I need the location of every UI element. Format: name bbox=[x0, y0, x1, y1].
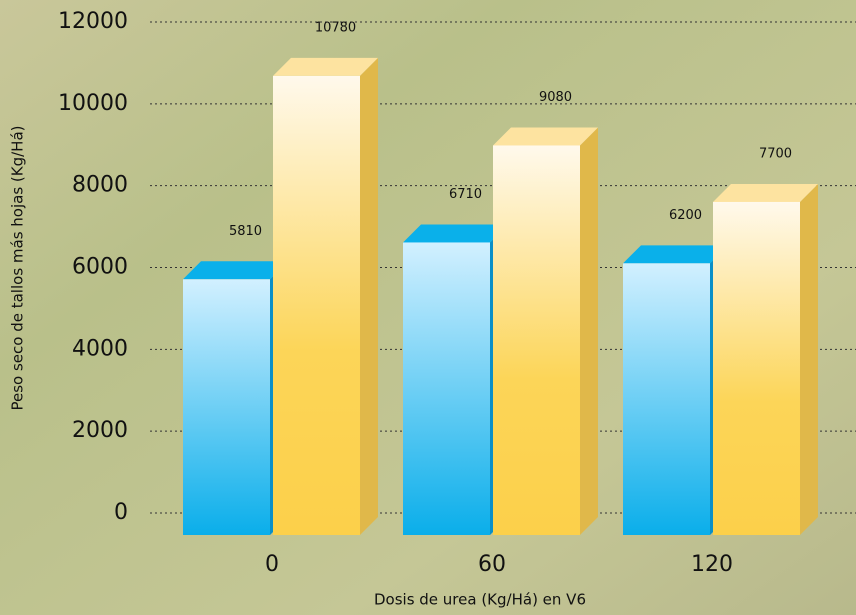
bar-face bbox=[623, 263, 710, 535]
bar-face bbox=[360, 57, 378, 535]
bar-face bbox=[580, 127, 598, 535]
x-tick-label: 60 bbox=[478, 552, 506, 577]
bar-face bbox=[183, 279, 270, 535]
bar bbox=[183, 261, 288, 535]
y-tick-label: 10000 bbox=[58, 91, 128, 116]
bar-face bbox=[493, 127, 598, 146]
bar bbox=[493, 127, 598, 535]
bar-face bbox=[273, 75, 360, 535]
y-axis-title: Peso seco de tallos más hojas (Kg/Há) bbox=[9, 125, 27, 410]
bar bbox=[273, 57, 378, 535]
y-tick-label: 12000 bbox=[58, 9, 128, 34]
value-label: 6200 bbox=[669, 208, 702, 223]
x-tick-label: 0 bbox=[265, 552, 279, 577]
value-label: 7700 bbox=[759, 146, 792, 161]
y-tick-label: 8000 bbox=[72, 173, 128, 198]
y-tick-label: 2000 bbox=[72, 418, 128, 443]
bar-face bbox=[403, 224, 508, 243]
y-tick-label: 4000 bbox=[72, 336, 128, 361]
bar-face bbox=[493, 145, 580, 535]
value-label: 5810 bbox=[229, 224, 262, 239]
y-tick-label: 6000 bbox=[72, 255, 128, 280]
bar bbox=[713, 183, 818, 536]
bar-face bbox=[713, 201, 800, 536]
value-label: 10780 bbox=[315, 20, 356, 35]
bar bbox=[403, 224, 508, 536]
y-tick-label: 0 bbox=[114, 500, 128, 525]
value-label: 6710 bbox=[449, 187, 482, 202]
bar-face bbox=[713, 183, 818, 202]
bar bbox=[623, 245, 728, 536]
bar-face bbox=[800, 183, 818, 536]
bar-face bbox=[623, 245, 728, 264]
bar-face bbox=[403, 242, 490, 536]
value-label: 9080 bbox=[539, 90, 572, 105]
bar-face bbox=[273, 57, 378, 76]
bar-face bbox=[183, 261, 288, 280]
x-tick-label: 120 bbox=[691, 552, 733, 577]
x-axis-title: Dosis de urea (Kg/Há) en V6 bbox=[374, 591, 586, 609]
